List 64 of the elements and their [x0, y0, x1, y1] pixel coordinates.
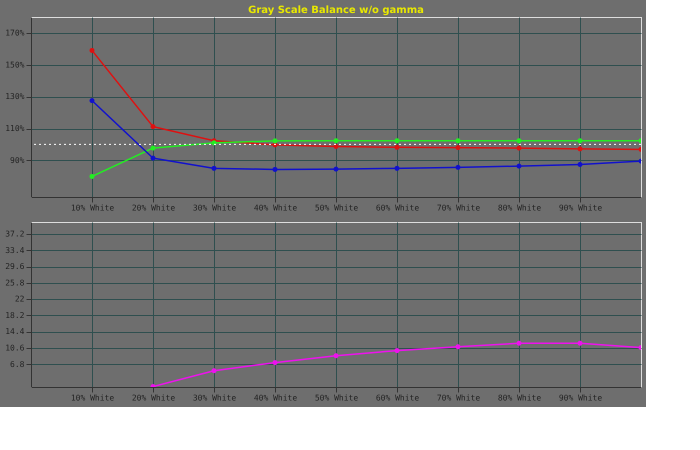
x-tick-label: 60% White	[376, 394, 420, 402]
y-tick-label: 37.2	[5, 230, 25, 238]
point	[516, 164, 522, 169]
point	[334, 166, 338, 172]
point	[516, 138, 522, 144]
point	[394, 138, 400, 144]
point	[272, 360, 278, 366]
x-tick-label: 20% White	[132, 204, 176, 212]
point	[334, 138, 338, 144]
x-tick-label: 50% White	[314, 204, 358, 212]
x-tick-label: 90% White	[558, 204, 602, 212]
y-tick-label: 90%	[10, 156, 25, 165]
point	[272, 166, 278, 172]
point	[456, 138, 460, 144]
point	[272, 138, 278, 144]
point	[578, 146, 582, 152]
point	[90, 174, 94, 179]
x-tick-label: 70% White	[436, 204, 480, 212]
y-tick-label: 130%	[5, 92, 25, 102]
point	[150, 146, 156, 151]
y-tick-label: 22	[14, 294, 25, 304]
point	[90, 48, 94, 53]
y-tick-label: 14.4	[5, 327, 25, 336]
y-tick-label: 33.4	[5, 246, 25, 255]
point	[516, 340, 522, 346]
point	[150, 124, 156, 130]
y-tick-label: 25.8	[5, 278, 25, 288]
x-tick-label: 70% White	[436, 394, 480, 402]
point	[456, 145, 460, 150]
y-tick-label: 29.6	[5, 262, 25, 272]
point	[90, 98, 94, 104]
x-tick-label: 30% White	[192, 204, 236, 212]
point	[212, 166, 216, 171]
point	[334, 144, 338, 149]
y-tick-label: 110%	[5, 124, 25, 134]
x-tick-label: 40% White	[254, 394, 298, 402]
point	[456, 164, 460, 170]
x-tick-label: 50% White	[314, 394, 358, 402]
point	[334, 353, 338, 358]
x-tick-label: 40% White	[254, 204, 298, 212]
point	[578, 162, 582, 167]
y-tick-label: 18.2	[5, 310, 25, 320]
y-tick-label: 6.8	[10, 360, 25, 369]
point	[212, 368, 216, 374]
x-tick-label: 90% White	[558, 394, 602, 402]
y-tick-label: 170%	[5, 28, 25, 38]
point	[456, 344, 460, 350]
point	[394, 348, 400, 354]
x-tick-label: 10% White	[70, 204, 114, 212]
point	[516, 146, 522, 151]
x-tick-label: 60% White	[376, 204, 420, 212]
point	[150, 156, 156, 161]
x-tick-label: 20% White	[132, 394, 176, 402]
x-tick-label: 10% White	[70, 394, 114, 402]
point	[394, 144, 400, 150]
y-tick-label: 10.6	[5, 344, 25, 352]
y-tick-label: 150%	[5, 60, 25, 70]
x-tick-label: 80% White	[498, 204, 542, 212]
chart-title: Gray Scale Balance w/o gamma	[248, 5, 424, 16]
point	[394, 166, 400, 171]
point	[578, 138, 582, 144]
x-tick-label: 80% White	[498, 394, 542, 402]
point	[578, 340, 582, 346]
x-tick-label: 30% White	[192, 394, 236, 402]
